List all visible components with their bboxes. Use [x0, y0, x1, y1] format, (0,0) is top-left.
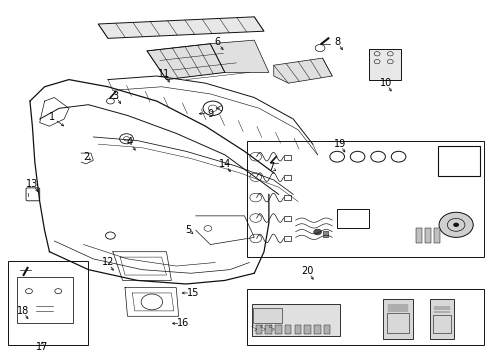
Text: 14: 14 — [219, 159, 231, 169]
Bar — [246, 140, 484, 257]
Bar — [8, 261, 88, 345]
Bar — [336, 209, 368, 228]
Text: 18: 18 — [17, 306, 29, 316]
Text: 19: 19 — [333, 139, 345, 149]
Text: 1: 1 — [49, 112, 55, 122]
Bar — [252, 309, 282, 323]
Bar — [386, 314, 408, 333]
Bar — [432, 315, 450, 333]
Text: 9: 9 — [207, 109, 213, 119]
Bar — [265, 325, 271, 334]
Text: 2: 2 — [83, 152, 89, 162]
Bar — [424, 228, 430, 243]
Text: 3: 3 — [112, 91, 118, 101]
Polygon shape — [98, 17, 264, 39]
Circle shape — [438, 212, 472, 237]
Bar — [314, 325, 320, 334]
Text: 6: 6 — [214, 37, 220, 47]
Bar — [275, 325, 281, 334]
Bar — [246, 289, 484, 345]
Bar — [284, 154, 291, 159]
Bar — [324, 325, 330, 334]
Text: 16: 16 — [177, 319, 189, 328]
Text: 4: 4 — [126, 138, 133, 147]
Bar — [429, 299, 453, 338]
Bar — [255, 325, 262, 334]
Polygon shape — [273, 58, 331, 83]
Bar — [284, 195, 291, 201]
Text: 13: 13 — [26, 179, 39, 189]
Bar — [383, 299, 412, 338]
Bar — [433, 228, 439, 243]
Bar — [17, 277, 73, 323]
Text: 10: 10 — [379, 78, 391, 88]
Bar — [415, 228, 422, 243]
Bar — [284, 175, 291, 180]
Bar — [284, 236, 291, 241]
Polygon shape — [147, 44, 224, 80]
Bar — [285, 325, 291, 334]
Text: 5: 5 — [185, 225, 191, 235]
Circle shape — [452, 223, 458, 227]
Bar — [368, 49, 400, 80]
Bar — [437, 146, 479, 176]
Text: 8: 8 — [333, 37, 340, 47]
Bar — [251, 304, 339, 336]
Text: 11: 11 — [158, 69, 170, 79]
Text: 20: 20 — [301, 266, 313, 276]
Bar — [322, 231, 328, 237]
Circle shape — [313, 229, 321, 235]
Text: 17: 17 — [36, 342, 48, 352]
Bar — [304, 325, 310, 334]
Text: 12: 12 — [102, 257, 114, 267]
Polygon shape — [210, 40, 268, 72]
Bar — [294, 325, 301, 334]
Bar — [284, 216, 291, 221]
Text: 15: 15 — [187, 288, 199, 298]
Text: 7: 7 — [267, 162, 274, 172]
